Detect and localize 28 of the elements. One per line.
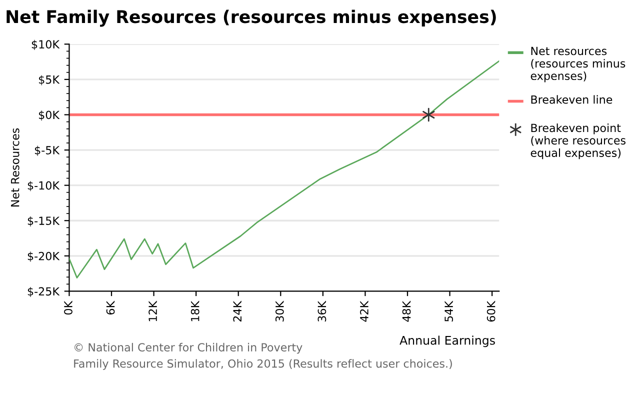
chart-title: Net Family Resources (resources minus expenses) [6,10,496,27]
y-tick-label: $-10K [28,181,60,192]
line-series [69,60,500,278]
y-tick-label: $-25K [28,286,60,298]
y-tick-label: $5K [38,75,60,86]
x-tick-label: 18K [190,300,200,322]
x-tick-label: 48K [402,300,411,322]
y-tick-label: $0K [38,110,60,121]
x-tick-label: 36K [318,300,326,322]
text: © National Center for Children in Poverty [74,342,302,354]
x-tick-label: 42K [360,300,368,322]
text: Family Resource Simulator, Ohio 2015 (Results reflect user choices.) [74,359,452,370]
y-axis-title: Net Resources [11,128,20,206]
x-axis-title: Annual Earnings [400,336,495,348]
x-tick-label: 6K [106,300,115,314]
legend-label: Breakeven line [531,95,612,104]
x-tick-label: 12K [148,300,157,322]
x-tick-label: 60K [486,300,496,322]
y-tick-label: $-5K [34,146,60,156]
y-tick-label: $-15K [28,216,60,226]
legend-label: Net resources (resources minus expenses) [530,46,626,82]
x-tick-label: 0K [64,300,72,315]
legend-label: Breakeven point (where resources equal expenses) [530,124,626,160]
x-tick-label: 54K [444,300,453,322]
x-tick-label: 24K [233,300,242,322]
y-tick-label: $-20K [28,252,60,262]
y-tick-label: $10K [32,40,60,50]
x-tick-label: 30K [275,300,284,322]
